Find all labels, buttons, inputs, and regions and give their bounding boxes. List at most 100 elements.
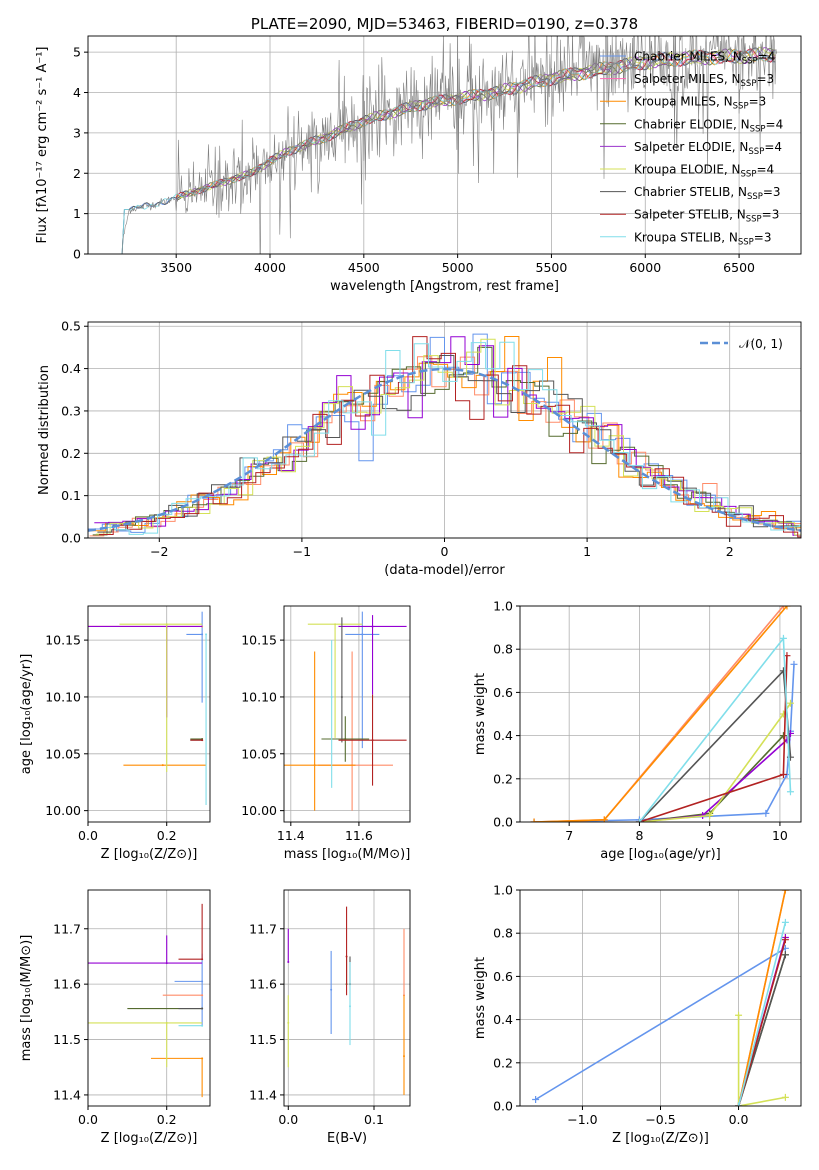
histogram-series bbox=[100, 341, 801, 535]
histogram-series bbox=[97, 355, 801, 533]
y-tick-label: 2 bbox=[73, 166, 81, 181]
axes-frame bbox=[519, 889, 802, 1107]
y-axis-label: Normed distribution bbox=[37, 365, 52, 495]
axes-frame bbox=[87, 35, 802, 255]
data-point-marker bbox=[781, 918, 789, 926]
axes-frame bbox=[519, 605, 802, 823]
data-point bbox=[201, 1024, 204, 1027]
x-axis-label: Z [log₁₀(Z/Z⊙)] bbox=[612, 1131, 709, 1146]
histogram-series bbox=[94, 336, 801, 536]
plot-area bbox=[532, 890, 789, 1106]
histogram-series bbox=[91, 336, 801, 532]
axes-frame bbox=[87, 605, 211, 823]
mass-weight-line bbox=[638, 636, 792, 822]
data-point bbox=[349, 1005, 351, 1008]
gaussian-curve bbox=[88, 367, 801, 532]
y-tick-label: 11.6 bbox=[53, 977, 81, 992]
y-tick-label: 11.5 bbox=[53, 1032, 81, 1047]
x-tick-label: 0.0 bbox=[278, 1112, 298, 1127]
axes-frame bbox=[283, 889, 411, 1107]
y-tick-label: 0.0 bbox=[493, 815, 513, 830]
data-point-marker bbox=[783, 606, 791, 610]
data-point bbox=[201, 739, 204, 742]
x-tick-label: 0.0 bbox=[78, 1112, 98, 1127]
x-tick-label: 0.0 bbox=[78, 828, 98, 843]
y-tick-label: 0.6 bbox=[493, 685, 513, 700]
x-tick-label: −1 bbox=[293, 544, 311, 559]
y-tick-label: 11.5 bbox=[249, 1032, 277, 1047]
legend-label: Chabrier MILES, NSSP=4 bbox=[634, 50, 775, 67]
plot-area bbox=[88, 611, 208, 805]
mass-weight-line bbox=[737, 922, 787, 1106]
y-tick-label: 0.2 bbox=[493, 1055, 513, 1070]
mass-weight-line bbox=[533, 664, 795, 822]
y-tick-label: 10.10 bbox=[241, 689, 277, 704]
data-point-marker bbox=[781, 890, 789, 894]
data-point-marker bbox=[530, 818, 538, 822]
y-tick-label: 5 bbox=[73, 45, 81, 60]
legend-label: Kroupa STELIB, NSSP=3 bbox=[634, 230, 772, 247]
y-tick-label: 10.05 bbox=[45, 746, 81, 761]
data-point bbox=[165, 962, 168, 965]
legend-label: Salpeter MILES, NSSP=3 bbox=[634, 72, 774, 89]
data-point bbox=[334, 623, 337, 626]
y-tick-label: 4 bbox=[73, 85, 81, 100]
data-point bbox=[287, 1021, 290, 1024]
data-point bbox=[361, 633, 364, 636]
x-axis-label: Z [log₁₀(Z/Z⊙)] bbox=[101, 1131, 198, 1146]
data-point bbox=[201, 1057, 204, 1060]
y-axis-label: age [log₁₀(age/yr)] bbox=[19, 654, 34, 775]
y-tick-label: 0.8 bbox=[493, 926, 513, 941]
mass-weight-line bbox=[737, 1015, 786, 1106]
data-point bbox=[201, 633, 204, 636]
y-tick-label: 0.0 bbox=[493, 1099, 513, 1114]
data-point-marker bbox=[779, 770, 787, 778]
y-tick-label: 0.5 bbox=[61, 319, 81, 334]
y-tick-label: 11.6 bbox=[249, 977, 277, 992]
y-axis-label: Flux [fλ10⁻¹⁷ erg cm⁻² s⁻¹ A⁻¹] bbox=[35, 47, 50, 244]
legend-label: Kroupa ELODIE, NSSP=4 bbox=[634, 163, 774, 180]
legend-label: Salpeter ELODIE, NSSP=4 bbox=[634, 140, 782, 157]
x-tick-label: 5500 bbox=[536, 260, 568, 275]
mass-weight-line bbox=[638, 668, 792, 822]
mass-weight-line bbox=[533, 606, 785, 822]
plot-area bbox=[88, 903, 204, 1098]
y-tick-label: 0.6 bbox=[493, 969, 513, 984]
x-tick-label: 6500 bbox=[723, 260, 755, 275]
y-tick-label: 0.4 bbox=[493, 728, 513, 743]
data-point bbox=[201, 980, 204, 983]
y-tick-label: 11.4 bbox=[53, 1087, 81, 1102]
data-point-marker bbox=[779, 606, 787, 610]
plot-area bbox=[530, 606, 798, 822]
data-point-marker bbox=[781, 936, 789, 944]
x-tick-label: 0.0 bbox=[729, 1112, 749, 1127]
y-tick-label: 11.7 bbox=[53, 921, 81, 936]
data-point bbox=[313, 764, 316, 767]
y-axis-label: mass weight bbox=[473, 957, 488, 1039]
plot-area bbox=[284, 611, 407, 811]
x-tick-label: 7 bbox=[565, 828, 573, 843]
data-point-marker bbox=[600, 816, 608, 822]
data-point bbox=[340, 695, 343, 698]
x-tick-label: −0.5 bbox=[645, 1112, 675, 1127]
data-spectrum bbox=[119, 36, 777, 254]
axes-frame bbox=[87, 321, 802, 539]
data-point-marker bbox=[735, 1102, 743, 1106]
y-tick-label: 0 bbox=[73, 247, 81, 262]
data-point-marker bbox=[635, 818, 643, 822]
data-point-marker bbox=[786, 788, 794, 796]
data-point-marker bbox=[786, 699, 794, 707]
y-tick-label: 11.4 bbox=[249, 1087, 277, 1102]
x-tick-label: 9 bbox=[706, 828, 714, 843]
legend-label: Chabrier ELODIE, NSSP=4 bbox=[634, 117, 783, 134]
y-tick-label: 10.00 bbox=[241, 803, 277, 818]
y-tick-label: 0.3 bbox=[61, 403, 81, 418]
axes-frame bbox=[283, 605, 411, 823]
data-point-marker bbox=[779, 634, 787, 642]
data-point bbox=[330, 695, 333, 698]
x-tick-label: −1.0 bbox=[567, 1112, 597, 1127]
data-point bbox=[287, 961, 290, 963]
y-tick-label: 10.10 bbox=[45, 689, 81, 704]
x-tick-label: 0.2 bbox=[157, 828, 177, 843]
